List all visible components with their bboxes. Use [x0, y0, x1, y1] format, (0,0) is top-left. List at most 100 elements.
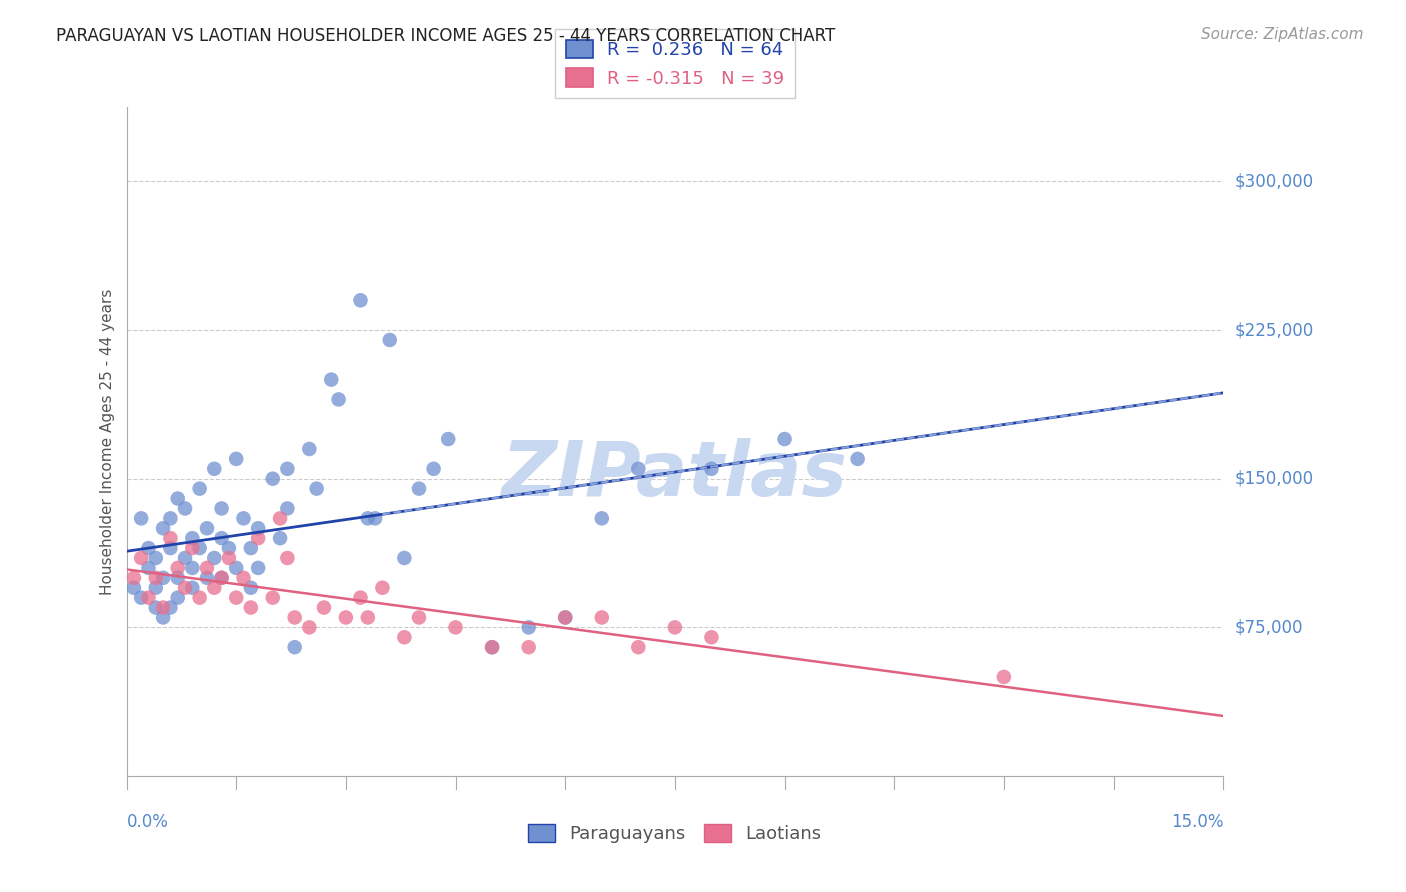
Point [700, 630, 723, 644]
Point [195, 521, 218, 535]
Point [321, 373, 343, 387]
Text: PARAGUAYAN VS LAOTIAN HOUSEHOLDER INCOME AGES 25 - 44 YEARS CORRELATION CHART: PARAGUAYAN VS LAOTIAN HOUSEHOLDER INCOME… [56, 27, 835, 45]
Point [394, 630, 416, 644]
Point [627, 462, 650, 476]
Point [993, 670, 1015, 684]
Point [145, 600, 167, 615]
Point [298, 442, 321, 456]
Point [225, 591, 247, 605]
Point [159, 600, 181, 615]
Y-axis label: Householder Income Ages 25 - 44 years: Householder Income Ages 25 - 44 years [100, 288, 115, 595]
Point [437, 432, 460, 446]
Point [378, 333, 401, 347]
Point [349, 591, 371, 605]
Point [627, 640, 650, 655]
Point [152, 571, 174, 585]
Point [284, 640, 307, 655]
Point [159, 541, 181, 555]
Point [371, 581, 394, 595]
Text: Source: ZipAtlas.com: Source: ZipAtlas.com [1201, 27, 1364, 42]
Point [202, 462, 225, 476]
Point [664, 620, 686, 634]
Point [773, 432, 796, 446]
Point [166, 591, 188, 605]
Point [211, 531, 233, 545]
Point [247, 521, 270, 535]
Point [422, 462, 444, 476]
Point [195, 561, 218, 575]
Point [444, 620, 467, 634]
Point [554, 610, 576, 624]
Point [166, 491, 188, 506]
Point [145, 571, 167, 585]
Point [394, 551, 416, 566]
Point [129, 591, 152, 605]
Point [152, 600, 174, 615]
Point [129, 511, 152, 525]
Text: $150,000: $150,000 [1234, 470, 1313, 488]
Point [166, 571, 188, 585]
Point [225, 561, 247, 575]
Point [218, 551, 240, 566]
Point [269, 511, 291, 525]
Text: $300,000: $300,000 [1234, 172, 1313, 190]
Point [335, 610, 357, 624]
Point [188, 591, 211, 605]
Point [276, 551, 298, 566]
Point [152, 521, 174, 535]
Point [357, 610, 380, 624]
Legend: Paraguayans, Laotians: Paraguayans, Laotians [517, 813, 832, 854]
Point [298, 620, 321, 634]
Point [195, 571, 218, 585]
Point [211, 571, 233, 585]
Point [122, 571, 145, 585]
Point [328, 392, 350, 407]
Point [408, 610, 430, 624]
Point [138, 561, 160, 575]
Point [181, 531, 204, 545]
Point [305, 482, 328, 496]
Point [138, 541, 160, 555]
Point [225, 451, 247, 466]
Point [202, 551, 225, 566]
Point [349, 293, 371, 308]
Point [591, 511, 613, 525]
Point [181, 581, 204, 595]
Point [188, 541, 211, 555]
Point [262, 591, 284, 605]
Text: 15.0%: 15.0% [1171, 813, 1223, 830]
Point [129, 551, 152, 566]
Text: $225,000: $225,000 [1234, 321, 1313, 339]
Point [357, 511, 380, 525]
Point [232, 571, 254, 585]
Point [284, 610, 307, 624]
Point [211, 571, 233, 585]
Point [517, 640, 540, 655]
Point [262, 472, 284, 486]
Point [145, 581, 167, 595]
Point [312, 600, 335, 615]
Point [159, 511, 181, 525]
Point [481, 640, 503, 655]
Point [174, 501, 197, 516]
Point [145, 551, 167, 566]
Point [181, 561, 204, 575]
Text: ZIPatlas: ZIPatlas [502, 438, 848, 512]
Point [269, 531, 291, 545]
Point [174, 551, 197, 566]
Point [188, 482, 211, 496]
Point [211, 501, 233, 516]
Point [166, 561, 188, 575]
Point [364, 511, 387, 525]
Point [239, 600, 262, 615]
Point [247, 531, 270, 545]
Point [232, 511, 254, 525]
Point [152, 610, 174, 624]
Point [159, 531, 181, 545]
Point [481, 640, 503, 655]
Point [700, 462, 723, 476]
Point [181, 541, 204, 555]
Point [517, 620, 540, 634]
Point [408, 482, 430, 496]
Point [554, 610, 576, 624]
